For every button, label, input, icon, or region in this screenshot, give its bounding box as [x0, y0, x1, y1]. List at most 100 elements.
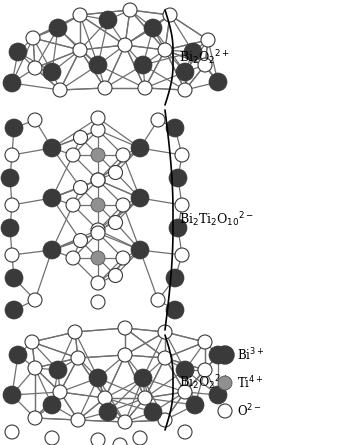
Circle shape — [3, 386, 21, 404]
Text: Bi$_2$O$_2$$^{2+}$: Bi$_2$O$_2$$^{2+}$ — [179, 373, 230, 392]
Circle shape — [163, 8, 177, 22]
Circle shape — [5, 148, 19, 162]
Circle shape — [198, 58, 212, 72]
Circle shape — [5, 425, 19, 439]
Circle shape — [144, 403, 162, 421]
Circle shape — [49, 19, 67, 37]
Circle shape — [1, 169, 19, 187]
Text: O$^{2-}$: O$^{2-}$ — [237, 403, 262, 419]
Circle shape — [178, 83, 192, 97]
Circle shape — [91, 251, 105, 265]
Circle shape — [91, 173, 105, 187]
Circle shape — [89, 56, 107, 74]
Circle shape — [198, 335, 212, 349]
Circle shape — [1, 219, 19, 237]
Circle shape — [28, 411, 42, 425]
Circle shape — [71, 351, 85, 365]
Circle shape — [151, 113, 165, 127]
Circle shape — [28, 113, 42, 127]
Circle shape — [91, 198, 105, 212]
Circle shape — [175, 248, 189, 262]
Circle shape — [26, 31, 40, 45]
Circle shape — [116, 198, 130, 212]
Circle shape — [9, 346, 27, 364]
Circle shape — [108, 166, 122, 179]
Circle shape — [43, 241, 61, 259]
Circle shape — [98, 391, 112, 405]
Circle shape — [131, 139, 149, 157]
Circle shape — [138, 81, 152, 95]
Circle shape — [25, 335, 39, 349]
Circle shape — [5, 301, 23, 319]
Text: Bi$_2$O$_2$$^{2+}$: Bi$_2$O$_2$$^{2+}$ — [179, 48, 230, 67]
Circle shape — [53, 385, 67, 399]
Circle shape — [144, 19, 162, 37]
Circle shape — [3, 74, 21, 92]
Circle shape — [166, 269, 184, 287]
Circle shape — [91, 223, 105, 237]
Circle shape — [91, 295, 105, 309]
Circle shape — [66, 198, 80, 212]
Circle shape — [99, 11, 117, 29]
Circle shape — [186, 396, 204, 414]
Circle shape — [151, 293, 165, 307]
Circle shape — [5, 248, 19, 262]
Circle shape — [73, 8, 87, 22]
Circle shape — [178, 425, 192, 439]
Circle shape — [166, 301, 184, 319]
Circle shape — [209, 73, 227, 91]
Circle shape — [118, 348, 132, 362]
Circle shape — [73, 234, 88, 247]
Circle shape — [108, 215, 122, 230]
Circle shape — [166, 119, 184, 137]
Circle shape — [73, 43, 87, 57]
Circle shape — [91, 173, 105, 187]
Circle shape — [116, 148, 130, 162]
Circle shape — [43, 63, 61, 81]
Circle shape — [118, 321, 132, 335]
Circle shape — [118, 415, 132, 429]
Circle shape — [209, 346, 227, 364]
Circle shape — [91, 123, 105, 137]
Circle shape — [118, 38, 132, 52]
Circle shape — [66, 148, 80, 162]
Text: Bi$_2$Ti$_2$O$_{10}$$^{2-}$: Bi$_2$Ti$_2$O$_{10}$$^{2-}$ — [179, 210, 254, 229]
Circle shape — [91, 433, 105, 445]
Circle shape — [134, 369, 152, 387]
Circle shape — [91, 148, 105, 162]
Circle shape — [66, 251, 80, 265]
Circle shape — [175, 198, 189, 212]
Circle shape — [218, 376, 232, 390]
Circle shape — [158, 351, 172, 365]
Circle shape — [175, 148, 189, 162]
Circle shape — [91, 111, 105, 125]
Circle shape — [68, 325, 82, 339]
Circle shape — [43, 139, 61, 157]
Circle shape — [73, 181, 88, 194]
Circle shape — [216, 346, 234, 364]
Circle shape — [43, 396, 61, 414]
Circle shape — [43, 189, 61, 207]
Text: Bi$^{3+}$: Bi$^{3+}$ — [237, 347, 264, 363]
Circle shape — [89, 369, 107, 387]
Circle shape — [198, 363, 212, 377]
Circle shape — [169, 219, 187, 237]
Text: Ti$^{4+}$: Ti$^{4+}$ — [237, 375, 264, 391]
Circle shape — [5, 269, 23, 287]
Circle shape — [209, 386, 227, 404]
Circle shape — [99, 403, 117, 421]
Circle shape — [123, 3, 137, 17]
Circle shape — [169, 169, 187, 187]
Circle shape — [98, 81, 112, 95]
Circle shape — [218, 404, 232, 418]
Circle shape — [5, 198, 19, 212]
Circle shape — [138, 391, 152, 405]
Circle shape — [91, 276, 105, 290]
Circle shape — [158, 413, 172, 427]
Circle shape — [158, 43, 172, 57]
Circle shape — [131, 241, 149, 259]
Circle shape — [108, 268, 122, 283]
Circle shape — [45, 431, 59, 445]
Circle shape — [49, 361, 67, 379]
Circle shape — [176, 361, 194, 379]
